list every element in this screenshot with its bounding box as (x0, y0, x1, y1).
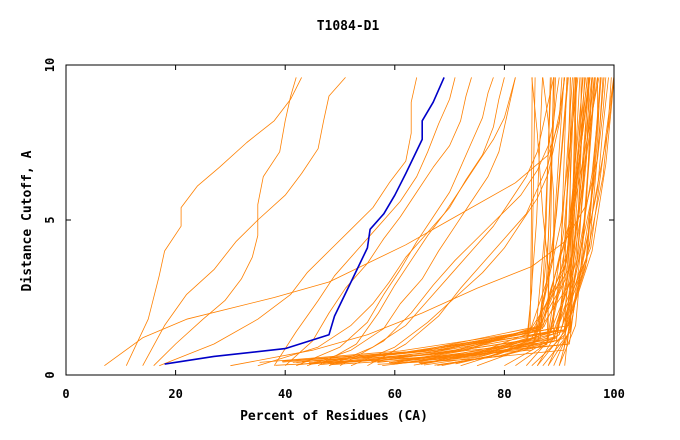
series-line-6 (257, 77, 505, 367)
series-line-9 (296, 77, 494, 367)
y-tick-label: 10 (43, 58, 57, 72)
highlight-group (164, 77, 445, 365)
series-line-49 (320, 77, 585, 365)
series-line-67 (455, 77, 543, 365)
x-axis: 0 20 40 60 80 100 (62, 65, 625, 401)
series-line-70 (371, 77, 533, 362)
series-line-54 (322, 77, 571, 365)
x-tick-label: 20 (168, 387, 182, 401)
y-tick-label: 0 (43, 371, 57, 378)
series-line-14 (350, 77, 566, 367)
x-tick-label: 100 (603, 387, 625, 401)
series-line-59 (302, 77, 554, 362)
series-line-3 (153, 77, 297, 366)
series-line-26 (558, 77, 571, 366)
x-tick-label: 60 (388, 387, 402, 401)
series-line-2 (142, 77, 346, 366)
series-line-7 (273, 77, 456, 366)
series-line-55 (281, 77, 584, 362)
series-line-60 (329, 77, 596, 366)
x-tick-label: 40 (278, 387, 292, 401)
series-line-1 (125, 77, 302, 366)
series-line-39 (377, 77, 590, 363)
y-axis-label: Distance Cutoff, A (20, 150, 35, 291)
series-group (104, 77, 615, 367)
series-line-10 (306, 77, 516, 367)
series-line-15 (367, 77, 566, 367)
series-line-44 (392, 77, 555, 364)
series-line-64 (399, 77, 581, 364)
y-axis: 0 5 10 (43, 58, 614, 379)
highlight-series-line (164, 77, 445, 365)
series-line-69 (393, 77, 595, 365)
series-line-66 (437, 77, 569, 366)
series-line-41 (308, 77, 556, 363)
series-line-12 (328, 77, 555, 367)
series-line-4 (159, 77, 418, 367)
x-tick-label: 0 (62, 387, 69, 401)
series-line-29 (536, 77, 555, 366)
series-line-27 (558, 77, 593, 366)
y-tick-label: 5 (43, 216, 57, 223)
chart-title: T1084-D1 (317, 19, 380, 34)
x-axis-label: Percent of Residues (CA) (240, 409, 428, 424)
series-line-11 (317, 77, 516, 367)
series-line-62 (405, 77, 568, 363)
series-line-61 (309, 77, 575, 365)
series-line-72 (298, 77, 598, 366)
series-line-8 (284, 77, 472, 366)
series-line-13 (339, 77, 560, 367)
series-line-33 (418, 77, 552, 364)
x-tick-label: 80 (497, 387, 511, 401)
